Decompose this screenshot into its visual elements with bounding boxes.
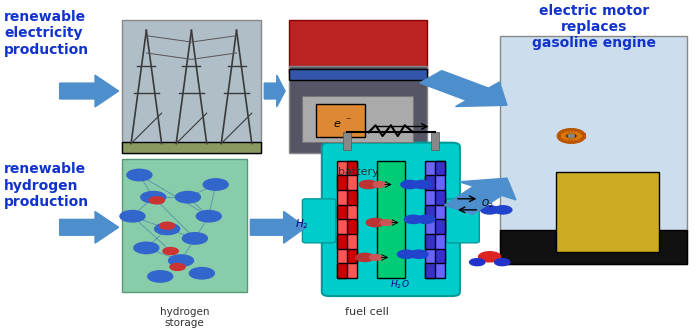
Polygon shape	[559, 131, 583, 141]
Circle shape	[401, 180, 419, 189]
Circle shape	[169, 255, 193, 266]
FancyBboxPatch shape	[337, 234, 347, 249]
FancyBboxPatch shape	[337, 263, 347, 278]
Circle shape	[148, 271, 173, 282]
FancyBboxPatch shape	[347, 161, 357, 175]
FancyBboxPatch shape	[347, 190, 357, 205]
Circle shape	[398, 250, 416, 259]
Polygon shape	[561, 131, 582, 141]
FancyBboxPatch shape	[425, 205, 435, 219]
FancyBboxPatch shape	[288, 66, 427, 153]
FancyBboxPatch shape	[316, 104, 365, 137]
Circle shape	[568, 134, 574, 137]
FancyBboxPatch shape	[347, 219, 357, 234]
FancyBboxPatch shape	[425, 234, 435, 249]
Circle shape	[487, 187, 505, 195]
Circle shape	[170, 263, 185, 270]
Circle shape	[359, 180, 377, 189]
Polygon shape	[560, 131, 582, 141]
FancyBboxPatch shape	[122, 159, 247, 292]
Circle shape	[373, 182, 386, 187]
Circle shape	[149, 197, 165, 204]
Circle shape	[495, 259, 510, 266]
Circle shape	[127, 169, 152, 181]
Circle shape	[356, 253, 374, 261]
FancyBboxPatch shape	[425, 175, 435, 190]
Circle shape	[417, 215, 435, 223]
FancyBboxPatch shape	[377, 161, 404, 278]
Polygon shape	[264, 75, 285, 107]
Circle shape	[481, 206, 499, 214]
Circle shape	[175, 192, 200, 203]
Text: ⁻: ⁻	[345, 116, 350, 126]
FancyBboxPatch shape	[347, 249, 357, 263]
Text: battery: battery	[338, 167, 378, 177]
Text: electric motor
replaces
gasoline engine: electric motor replaces gasoline engine	[532, 4, 655, 50]
Circle shape	[196, 211, 221, 222]
FancyBboxPatch shape	[122, 142, 261, 153]
Circle shape	[189, 267, 214, 279]
Circle shape	[134, 242, 159, 254]
FancyBboxPatch shape	[431, 132, 439, 150]
Circle shape	[494, 206, 512, 214]
FancyBboxPatch shape	[288, 69, 427, 80]
Text: hydrogen
storage: hydrogen storage	[160, 307, 209, 328]
Text: $H_2$: $H_2$	[295, 217, 309, 231]
Circle shape	[163, 248, 178, 255]
FancyBboxPatch shape	[446, 199, 480, 243]
Circle shape	[155, 223, 179, 235]
FancyBboxPatch shape	[435, 161, 445, 175]
Circle shape	[120, 211, 145, 222]
FancyBboxPatch shape	[302, 199, 336, 243]
Text: fuel cell: fuel cell	[345, 307, 389, 316]
Text: $O_2$: $O_2$	[481, 197, 493, 210]
Circle shape	[370, 255, 382, 260]
Circle shape	[470, 259, 485, 266]
FancyBboxPatch shape	[337, 205, 347, 219]
FancyBboxPatch shape	[500, 229, 687, 264]
Circle shape	[380, 220, 393, 225]
Polygon shape	[60, 75, 119, 107]
Polygon shape	[444, 178, 516, 214]
Polygon shape	[250, 212, 306, 243]
FancyBboxPatch shape	[322, 143, 460, 296]
FancyBboxPatch shape	[435, 190, 445, 205]
Text: renewable
electricity
production: renewable electricity production	[4, 10, 89, 57]
Circle shape	[410, 250, 428, 259]
FancyBboxPatch shape	[302, 96, 414, 142]
FancyBboxPatch shape	[288, 20, 427, 73]
FancyBboxPatch shape	[343, 132, 351, 150]
FancyBboxPatch shape	[337, 161, 357, 278]
Circle shape	[182, 233, 207, 244]
FancyBboxPatch shape	[435, 249, 445, 263]
Text: e: e	[334, 119, 341, 129]
Circle shape	[414, 180, 432, 189]
Circle shape	[141, 192, 166, 203]
FancyBboxPatch shape	[337, 175, 347, 190]
Circle shape	[479, 252, 501, 262]
FancyBboxPatch shape	[556, 172, 660, 252]
Text: $H_2O$: $H_2O$	[390, 278, 409, 291]
Text: renewable
hydrogen
production: renewable hydrogen production	[4, 162, 89, 209]
Circle shape	[366, 218, 384, 227]
FancyBboxPatch shape	[122, 20, 261, 153]
Circle shape	[160, 222, 174, 229]
Circle shape	[474, 187, 492, 195]
FancyBboxPatch shape	[425, 161, 445, 278]
FancyBboxPatch shape	[425, 263, 435, 278]
FancyBboxPatch shape	[435, 219, 445, 234]
Circle shape	[404, 215, 423, 223]
Circle shape	[564, 133, 578, 139]
Polygon shape	[420, 71, 507, 107]
Circle shape	[203, 179, 228, 190]
Polygon shape	[60, 212, 119, 243]
FancyBboxPatch shape	[500, 35, 687, 264]
